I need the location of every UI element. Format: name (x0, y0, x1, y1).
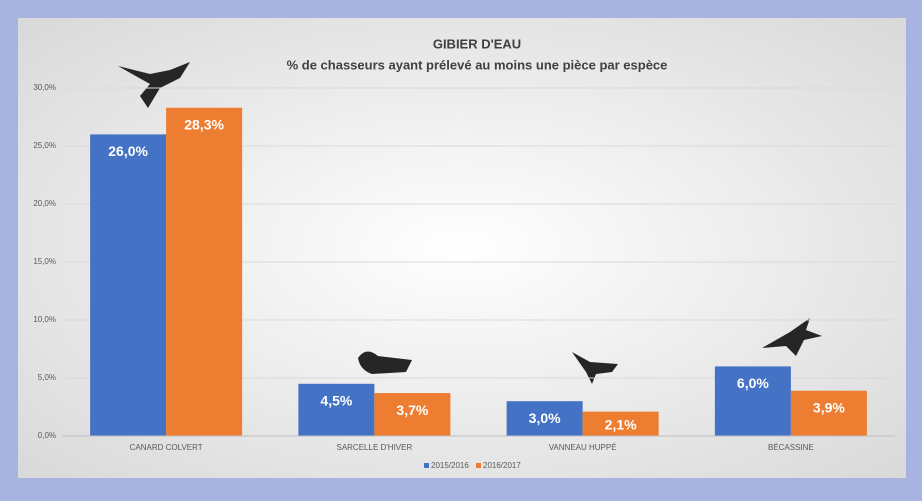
y-tick-label: 15,0% (33, 257, 56, 266)
y-tick-label: 30,0% (33, 83, 56, 92)
value-label: 26,0% (108, 143, 148, 159)
y-tick-label: 5,0% (38, 373, 56, 382)
chart-subtitle: % de chasseurs ayant prélevé au moins un… (287, 57, 668, 72)
y-tick-label: 25,0% (33, 141, 56, 150)
bar (90, 134, 167, 436)
value-label: 3,7% (396, 402, 428, 418)
y-tick-label: 20,0% (33, 199, 56, 208)
bar (166, 107, 243, 436)
teal-icon (358, 351, 412, 374)
bar (714, 366, 791, 436)
duck-icon (118, 62, 190, 108)
bar (790, 390, 867, 436)
value-label: 3,9% (813, 399, 845, 415)
bar (374, 393, 451, 436)
legend-label: 2016/2017 (483, 461, 521, 470)
bar (506, 401, 583, 436)
x-tick-label: CANARD COLVERT (130, 443, 203, 452)
value-label: 6,0% (737, 375, 769, 391)
legend-swatch (476, 463, 481, 468)
value-label: 4,5% (320, 393, 352, 409)
x-tick-label: SARCELLE D'HIVER (336, 443, 412, 452)
lapwing-icon (572, 352, 618, 384)
x-tick-label: BÉCASSINE (768, 443, 814, 452)
value-label: 28,3% (184, 116, 224, 132)
value-label: 3,0% (529, 410, 561, 426)
value-label: 2,1% (605, 417, 637, 433)
bird-icons (118, 62, 822, 384)
bar (298, 383, 375, 436)
y-tick-label: 0,0% (38, 431, 56, 440)
legend-label: 2015/2016 (431, 461, 469, 470)
snipe-icon (762, 318, 822, 356)
chart-title: GIBIER D'EAU (433, 36, 521, 51)
legend-swatch (424, 463, 429, 468)
bar (582, 411, 659, 436)
y-tick-label: 10,0% (33, 315, 56, 324)
x-tick-label: VANNEAU HUPPÉ (549, 443, 617, 452)
